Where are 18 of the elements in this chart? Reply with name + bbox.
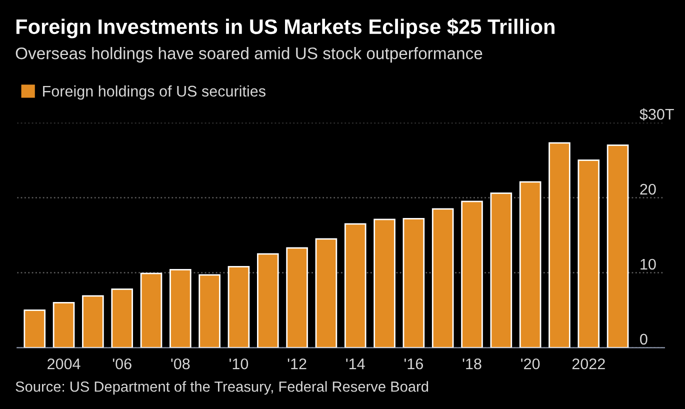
legend-label: Foreign holdings of US securities (43, 85, 266, 100)
x-tick-label: '16 (404, 358, 423, 370)
y-tick-label: 10 (640, 258, 656, 270)
x-tick-label: 2004 (48, 358, 80, 370)
chart-subtitle: Overseas holdings have soared amid US stock outperformance (16, 47, 482, 63)
x-tick-label: '08 (171, 358, 190, 370)
chart-title: Foreign Investments in US Markets Eclipse $25 Trillion (16, 18, 554, 38)
x-tick-label: '20 (521, 358, 540, 370)
y-tick-label: 20 (640, 184, 656, 195)
x-tick-label: '10 (230, 358, 248, 370)
source-note: Source: US Department of the Treasury, Federal Reserve Board (16, 381, 428, 395)
x-tick-label: '14 (346, 358, 365, 370)
x-tick-label: '12 (288, 358, 306, 370)
x-tick-label: 2022 (572, 358, 605, 370)
y-tick-label: $30T (640, 108, 674, 121)
y-tick-label: 0 (640, 334, 648, 345)
x-tick-label: '18 (462, 358, 482, 370)
x-tick-label: '06 (112, 358, 132, 370)
